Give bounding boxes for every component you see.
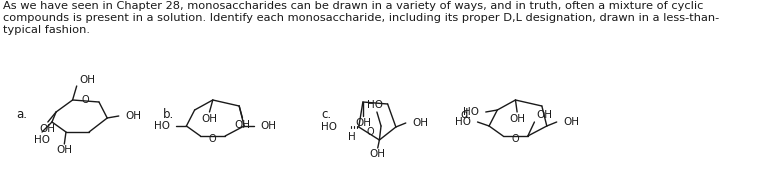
Text: O: O (366, 127, 374, 137)
Text: HO: HO (321, 122, 338, 132)
Text: OH: OH (413, 118, 428, 128)
Text: OH: OH (509, 114, 525, 124)
Text: compounds is present in a solution. Identify each monosaccharide, including its : compounds is present in a solution. Iden… (3, 13, 720, 23)
Text: HO: HO (455, 117, 471, 127)
Text: OH: OH (536, 110, 552, 120)
Text: HO: HO (463, 107, 479, 117)
Text: OH: OH (260, 121, 276, 131)
Text: HO: HO (34, 135, 50, 145)
Text: OH: OH (79, 75, 95, 85)
Text: c.: c. (322, 108, 332, 122)
Text: OH: OH (201, 114, 217, 124)
Text: H: H (348, 132, 356, 142)
Text: OH: OH (235, 120, 251, 130)
Text: OH: OH (563, 117, 579, 127)
Text: HO: HO (367, 100, 383, 110)
Text: b.: b. (164, 108, 175, 122)
Text: a.: a. (17, 108, 27, 122)
Text: O: O (512, 134, 519, 144)
Text: O: O (81, 95, 89, 105)
Text: HO: HO (154, 121, 170, 131)
Text: OH: OH (369, 149, 386, 159)
Text: As we have seen in Chapter 28, monosaccharides can be drawn in a variety of ways: As we have seen in Chapter 28, monosacch… (3, 1, 704, 11)
Text: typical fashion.: typical fashion. (3, 25, 90, 35)
Text: O: O (209, 134, 217, 144)
Text: OH: OH (126, 111, 142, 121)
Text: OH: OH (40, 124, 56, 134)
Text: OH: OH (56, 145, 73, 155)
Text: OH: OH (355, 118, 371, 128)
Text: d.: d. (460, 108, 472, 122)
